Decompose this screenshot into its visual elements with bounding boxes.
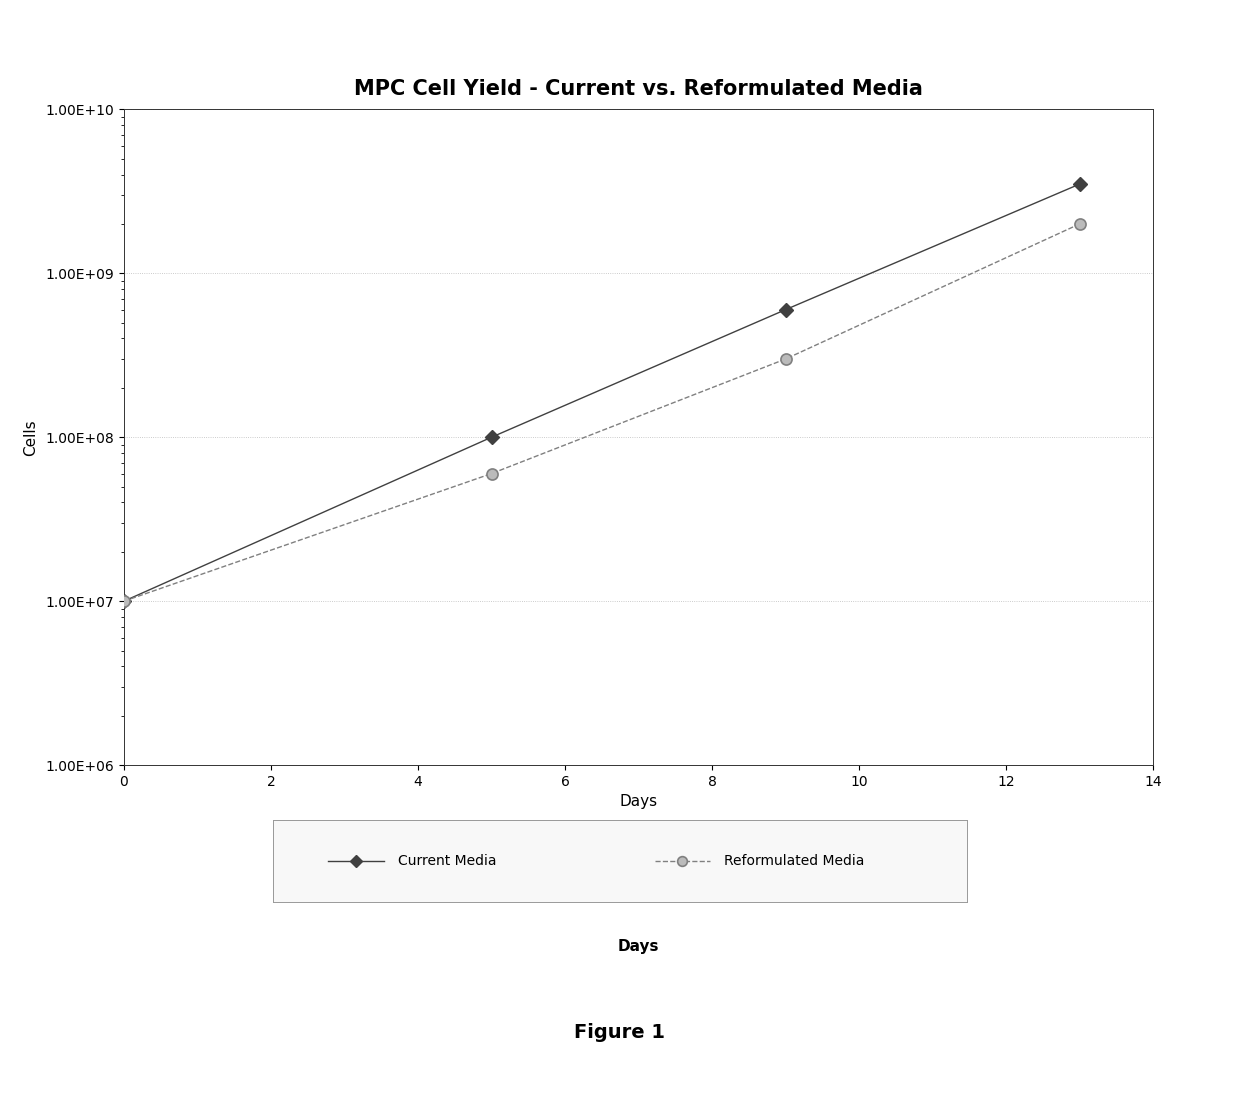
- Reformulated Media: [484, 467, 498, 480]
- Title: MPC Cell Yield - Current vs. Reformulated Media: MPC Cell Yield - Current vs. Reformulate…: [355, 80, 923, 99]
- Reformulated Media: [1073, 218, 1087, 231]
- Text: Days: Days: [618, 939, 660, 954]
- Reformulated Media: [117, 595, 131, 608]
- Line: Reformulated Media: Reformulated Media: [119, 219, 1085, 607]
- Y-axis label: Cells: Cells: [24, 419, 38, 456]
- Current Media: [484, 431, 498, 444]
- Text: Current Media: Current Media: [398, 854, 496, 868]
- Current Media: [1073, 177, 1087, 190]
- Text: Reformulated Media: Reformulated Media: [724, 854, 864, 868]
- Line: Current Media: Current Media: [119, 179, 1085, 606]
- Current Media: [117, 595, 131, 608]
- Current Media: [779, 303, 794, 316]
- X-axis label: Days: Days: [620, 795, 657, 810]
- Reformulated Media: [779, 352, 794, 365]
- Text: Figure 1: Figure 1: [574, 1023, 666, 1043]
